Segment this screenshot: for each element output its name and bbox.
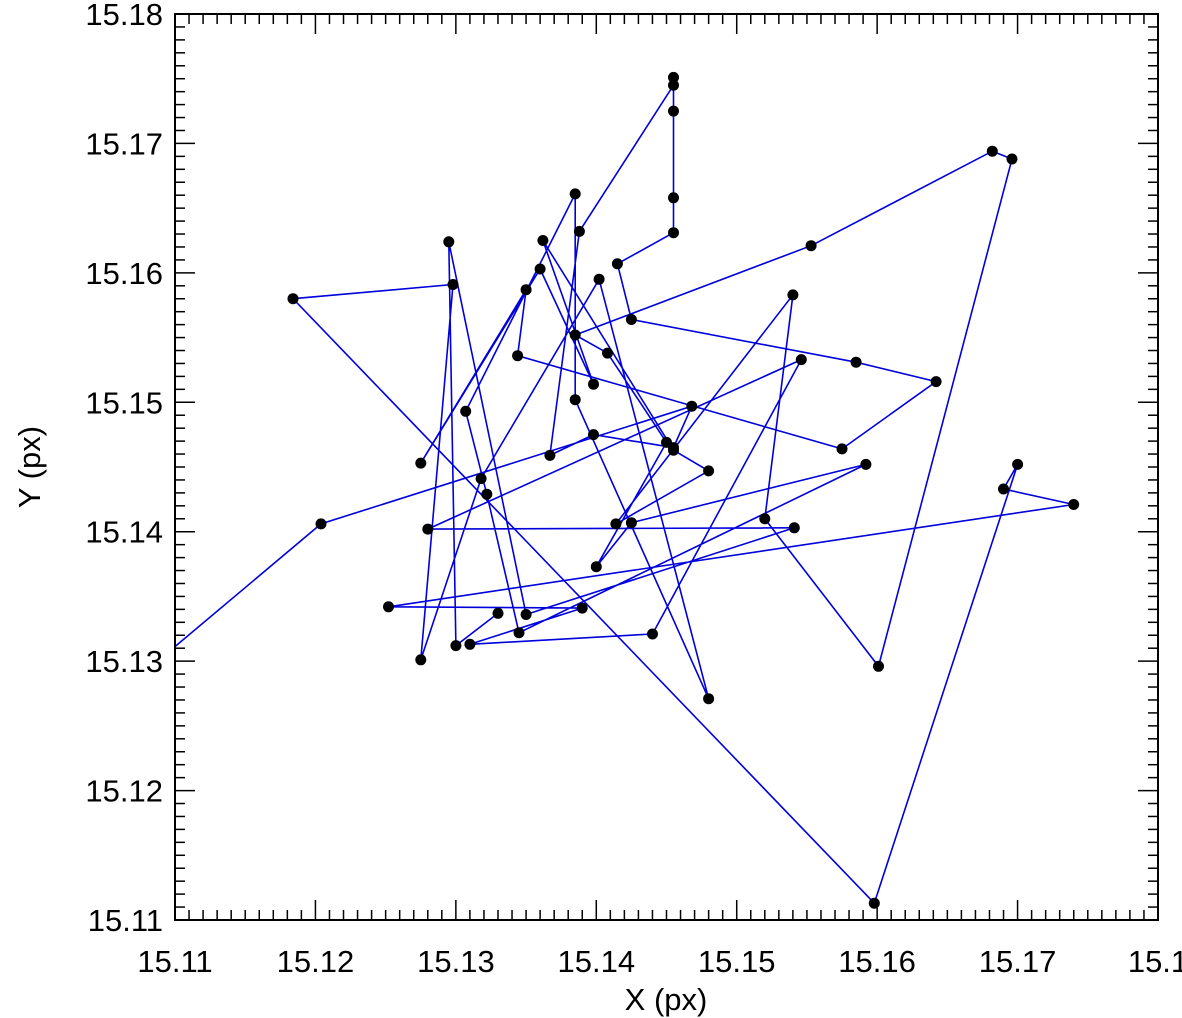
data-point — [787, 289, 799, 301]
data-point — [703, 465, 715, 477]
data-point — [805, 240, 817, 252]
x-tick-label: 15.11 — [137, 944, 212, 979]
x-axis-label: X (px) — [625, 982, 708, 1017]
data-point — [422, 523, 434, 535]
y-tick-label: 15.11 — [88, 903, 163, 938]
data-point — [611, 258, 623, 270]
data-points — [287, 71, 1080, 909]
data-point — [569, 188, 581, 200]
data-point — [873, 660, 884, 672]
data-point — [986, 145, 998, 157]
data-point — [610, 518, 622, 530]
y-tick-label: 15.18 — [85, 0, 163, 32]
data-point — [1068, 499, 1080, 510]
data-point — [868, 897, 880, 909]
data-point — [569, 394, 581, 406]
data-point — [315, 518, 327, 530]
data-point — [460, 405, 472, 417]
data-point — [573, 225, 585, 237]
data-point — [1006, 153, 1018, 165]
data-point — [475, 473, 487, 485]
data-point — [287, 293, 299, 305]
data-point — [590, 561, 602, 573]
data-point — [795, 354, 807, 366]
data-point — [544, 449, 556, 461]
data-point — [492, 607, 504, 619]
x-tick-label: 15.13 — [417, 944, 495, 979]
x-tick-label: 15.14 — [558, 944, 636, 979]
data-point — [625, 517, 637, 529]
data-point — [860, 458, 872, 470]
data-point — [668, 192, 679, 204]
data-point — [415, 457, 427, 469]
data-point — [930, 376, 942, 388]
data-point — [464, 638, 476, 650]
x-tick-label: 15.15 — [698, 944, 776, 979]
data-point — [513, 627, 525, 639]
plot-area — [175, 71, 1080, 909]
data-point — [668, 227, 679, 239]
data-point — [668, 444, 679, 456]
data-point — [593, 273, 605, 285]
data-point — [415, 654, 427, 666]
data-point — [569, 329, 581, 341]
y-tick-label: 15.14 — [85, 515, 163, 550]
data-point — [1012, 458, 1024, 470]
data-point — [588, 378, 599, 390]
x-tick-label: 15.12 — [277, 944, 355, 979]
data-point — [443, 236, 455, 248]
y-tick-label: 15.12 — [85, 774, 163, 809]
data-point — [668, 71, 679, 83]
data-point — [481, 488, 493, 500]
x-tick-label: 15.17 — [979, 944, 1057, 979]
data-point — [668, 105, 679, 117]
x-tick-labels: 15.11 15.12 15.13 15.14 15.15 15.16 15.17 15.1 — [137, 944, 1182, 979]
x-tick-label: 15.16 — [838, 944, 916, 979]
series-line — [175, 77, 1074, 905]
data-point — [447, 279, 459, 290]
data-point — [998, 483, 1009, 495]
data-point — [520, 609, 532, 620]
data-point — [788, 522, 800, 534]
data-point — [686, 400, 698, 412]
data-point — [383, 601, 394, 613]
data-point — [647, 628, 658, 640]
data-point — [703, 693, 715, 705]
y-tick-label: 15.15 — [85, 385, 163, 420]
y-tick-label: 15.13 — [85, 644, 163, 679]
data-point — [576, 602, 588, 614]
data-point — [520, 284, 532, 296]
data-point — [602, 347, 613, 359]
data-point — [836, 443, 848, 455]
data-point — [850, 356, 862, 368]
data-point — [759, 513, 771, 525]
y-tick-labels: 15.11 15.12 15.13 15.14 15.15 15.16 15.17 15.18 — [85, 0, 163, 938]
y-axis-label: Y (px) — [12, 426, 47, 508]
data-point — [661, 436, 672, 448]
data-point — [537, 235, 549, 246]
y-tick-label: 15.17 — [85, 126, 163, 161]
data-point — [534, 263, 546, 275]
data-point — [668, 79, 679, 91]
data-point — [588, 429, 599, 441]
data-point — [450, 640, 462, 652]
y-tick-label: 15.16 — [85, 256, 163, 291]
x-tick-label: 15.1 — [1128, 944, 1182, 979]
axis-ticks — [174, 13, 1159, 921]
data-point — [625, 314, 637, 325]
data-point — [512, 350, 524, 362]
